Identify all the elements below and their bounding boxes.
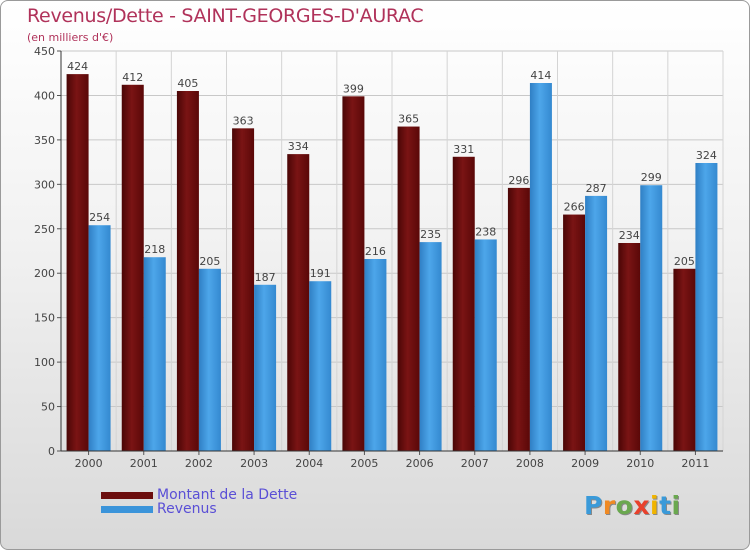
bar-revenue <box>474 239 497 451</box>
logo-letter: t <box>659 491 672 520</box>
data-label: 254 <box>89 211 110 224</box>
chart-subtitle: (en milliers d'€) <box>27 31 114 44</box>
bar-revenue <box>529 83 552 451</box>
data-label: 331 <box>453 143 474 156</box>
data-label: 238 <box>475 225 496 238</box>
logo-letter: r <box>602 491 616 520</box>
bar-debt <box>397 126 420 452</box>
data-label: 234 <box>619 229 640 242</box>
x-tick-label: 2006 <box>406 457 434 470</box>
y-tick-label: 0 <box>48 445 55 458</box>
data-label: 216 <box>365 245 386 258</box>
y-tick-label: 300 <box>34 178 55 191</box>
bar-debt <box>287 154 310 451</box>
data-label: 191 <box>310 267 331 280</box>
bar-revenue <box>695 163 718 451</box>
data-label: 266 <box>564 201 585 214</box>
data-label: 205 <box>199 255 220 268</box>
bar-revenue <box>143 257 166 451</box>
x-tick-label: 2007 <box>461 457 489 470</box>
bar-revenue <box>364 259 387 451</box>
logo-letter: P <box>584 491 603 520</box>
y-tick-label: 100 <box>34 356 55 369</box>
y-tick-label: 50 <box>41 401 55 414</box>
data-label: 424 <box>67 60 88 73</box>
data-label: 399 <box>343 82 364 95</box>
bar-revenue <box>254 284 277 451</box>
chart-title: Revenus/Dette - SAINT-GEORGES-D'AURAC <box>27 5 424 27</box>
logo-letter: i <box>650 491 660 520</box>
x-tick-label: 2010 <box>626 457 654 470</box>
x-tick-label: 2001 <box>130 457 158 470</box>
data-label: 205 <box>674 255 695 268</box>
legend-label-debt: Montant de la Dette <box>157 487 298 503</box>
bar-revenue <box>640 185 663 451</box>
bar-debt <box>176 91 199 451</box>
logo-letter: x <box>633 491 650 520</box>
data-label: 412 <box>122 71 143 84</box>
legend-item-revenue: Revenus <box>101 501 217 517</box>
bar-debt <box>507 187 530 451</box>
x-tick-label: 2005 <box>350 457 378 470</box>
data-label: 363 <box>233 114 254 127</box>
bar-debt <box>452 156 475 451</box>
legend-label-revenue: Revenus <box>157 501 217 517</box>
bar-revenue <box>198 268 221 451</box>
bar-revenue <box>419 242 442 451</box>
data-label: 187 <box>255 271 276 284</box>
x-tick-label: 2011 <box>681 457 709 470</box>
data-label: 414 <box>530 69 551 82</box>
x-tick-label: 2008 <box>516 457 544 470</box>
bar-revenue <box>309 281 332 451</box>
data-label: 324 <box>696 149 717 162</box>
bar-debt <box>563 214 586 451</box>
bar-debt <box>66 74 89 451</box>
y-tick-label: 200 <box>34 267 55 280</box>
data-label: 334 <box>288 140 309 153</box>
data-label: 299 <box>641 171 662 184</box>
data-label: 365 <box>398 113 419 126</box>
labels-layer: 424 254 412 218 405 205 363 187 334 191 399 216 365 2… <box>67 60 717 284</box>
data-label: 235 <box>420 228 441 241</box>
x-tick-label: 2009 <box>571 457 599 470</box>
bar-revenue <box>88 225 111 451</box>
y-tick-label: 250 <box>34 223 55 236</box>
bar-debt <box>342 96 365 451</box>
bar-debt <box>618 243 641 451</box>
data-label: 218 <box>144 243 165 256</box>
data-label: 287 <box>586 182 607 195</box>
proxiti-logo: Proxiti <box>584 491 681 520</box>
y-tick-label: 350 <box>34 134 55 147</box>
bars-layer <box>66 74 718 452</box>
x-tick-label: 2003 <box>240 457 268 470</box>
legend-swatch-revenue <box>101 505 153 513</box>
legend-item-debt: Montant de la Dette <box>101 487 297 503</box>
bar-debt <box>232 128 255 451</box>
x-tick-label: 2000 <box>75 457 103 470</box>
legend-swatch-debt <box>101 491 153 499</box>
bar-debt <box>673 268 696 451</box>
bar-revenue <box>585 195 608 451</box>
y-tick-label: 400 <box>34 89 55 102</box>
bar-debt <box>121 84 144 452</box>
y-tick-label: 150 <box>34 312 55 325</box>
logo-letter: i <box>671 491 681 520</box>
x-tick-label: 2004 <box>295 457 323 470</box>
data-label: 296 <box>508 174 529 187</box>
logo-letter: o <box>615 491 634 520</box>
y-tick-label: 450 <box>34 45 55 58</box>
axis-layer: 0 50 100 150 200 250 300 350 400 450 2000 2001 2002 2… <box>34 45 723 470</box>
data-label: 405 <box>177 77 198 90</box>
x-tick-label: 2002 <box>185 457 213 470</box>
